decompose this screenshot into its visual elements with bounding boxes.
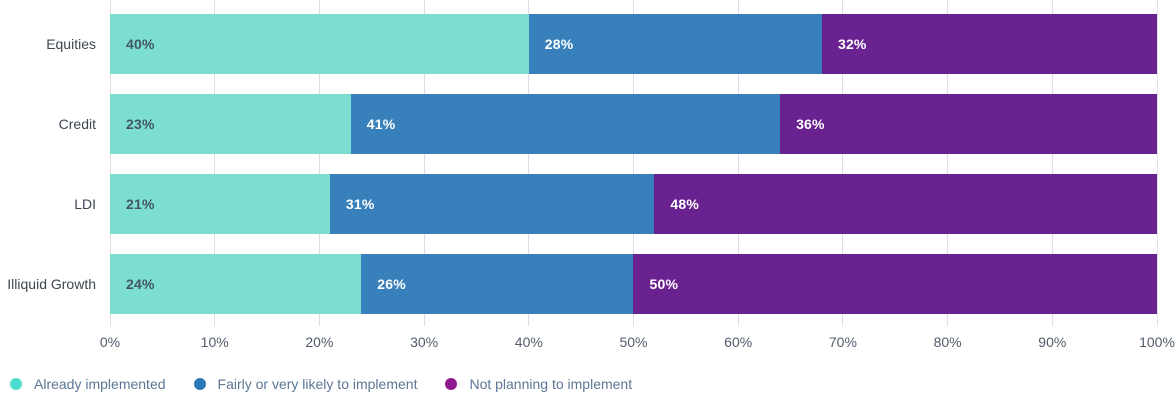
legend-item[interactable]: Not planning to implement xyxy=(445,376,632,392)
x-axis-tick-label: 50% xyxy=(619,334,648,350)
gridline xyxy=(109,0,111,326)
legend-marker-icon xyxy=(193,378,206,390)
stacked-bar: 23% 41% 36% xyxy=(110,94,1157,154)
bar-value-label: 23% xyxy=(126,116,155,132)
stacked-bar: 40% 28% 32% xyxy=(110,14,1157,74)
bar-segment: 24% xyxy=(110,254,362,314)
legend-marker-icon xyxy=(10,378,22,390)
bar-segment: 32% xyxy=(821,14,1157,74)
bar-value-label: 24% xyxy=(126,276,155,292)
x-axis-tick-label: 40% xyxy=(514,334,543,350)
legend-label: Fairly or very likely to implement xyxy=(217,376,418,392)
bar-value-label: 26% xyxy=(377,276,406,292)
x-axis-tick-label: 30% xyxy=(410,334,439,350)
bar-value-label: 50% xyxy=(649,276,679,292)
x-axis-tick-label: 60% xyxy=(724,334,753,350)
legend-item[interactable]: Fairly or very likely to implement xyxy=(193,376,418,392)
bar-value-label: 21% xyxy=(126,196,155,212)
category-label: Credit xyxy=(58,116,96,132)
bar-value-label: 31% xyxy=(345,196,375,212)
bar-segment: 36% xyxy=(780,94,1157,154)
category-label: Illiquid Growth xyxy=(7,276,96,292)
x-axis: 0% 10% 20% 30% 40% 50% 60% 70% 80% 90% 100% xyxy=(100,334,1175,352)
bar-rows: Equities 40% 28% 32% Credit 23% 41% 36% LDI 21% 31… xyxy=(7,0,1157,314)
bar-row: Equities 40% 28% 32% xyxy=(46,14,1157,74)
category-label: LDI xyxy=(74,196,96,212)
legend-marker-icon xyxy=(445,378,458,390)
legend-label: Already implemented xyxy=(34,376,166,392)
gridline xyxy=(318,0,320,326)
bar-value-label: 32% xyxy=(837,36,867,52)
bar-row: Illiquid Growth 24% 26% 50% xyxy=(7,254,1157,314)
x-axis-tick-label: 0% xyxy=(99,334,121,350)
gridline xyxy=(214,0,216,326)
bar-value-label: 36% xyxy=(796,116,825,132)
x-axis-tick-label: 100% xyxy=(1139,334,1175,350)
legend-label: Not planning to implement xyxy=(469,376,633,392)
gridlines xyxy=(109,0,1158,326)
legend-item[interactable]: Already implemented xyxy=(10,376,166,392)
gridline xyxy=(423,0,425,326)
x-axis-tick-label: 80% xyxy=(933,334,962,350)
legend: Already implemented Fairly or very likely… xyxy=(10,376,1176,392)
bar-value-label: 48% xyxy=(670,196,700,212)
x-axis-tick-label: 10% xyxy=(200,334,229,350)
gridline xyxy=(528,0,530,326)
gridline xyxy=(947,0,949,326)
bar-segment: 26% xyxy=(361,254,634,314)
gridline xyxy=(633,0,634,326)
bar-value-label: 28% xyxy=(544,36,574,52)
x-axis-tick-label: 90% xyxy=(1038,334,1067,350)
x-axis-tick-label: 70% xyxy=(828,334,857,350)
bar-segment: 23% xyxy=(110,94,351,154)
bar-segment: 28% xyxy=(528,14,822,74)
bar-segment: 21% xyxy=(110,174,330,234)
bar-segment: 31% xyxy=(329,174,655,234)
category-label: Equities xyxy=(46,36,96,52)
bar-row: Credit 23% 41% 36% xyxy=(59,94,1157,154)
gridline xyxy=(1156,0,1158,326)
bar-value-label: 41% xyxy=(366,116,396,132)
bar-segment: 48% xyxy=(654,174,1157,234)
gridline xyxy=(842,0,844,326)
bar-segment: 41% xyxy=(350,94,781,154)
bar-row: LDI 21% 31% 48% xyxy=(74,174,1157,234)
stacked-bar: 24% 26% 50% xyxy=(110,254,1157,314)
plot-area: Equities 40% 28% 32% Credit 23% 41% 36% LDI 21% 31… xyxy=(7,0,1158,326)
gridline xyxy=(737,0,739,326)
gridline xyxy=(1051,0,1053,326)
x-axis-tick-label: 20% xyxy=(305,334,334,350)
bar-segment: 40% xyxy=(110,14,529,74)
stacked-bar: 21% 31% 48% xyxy=(110,174,1157,234)
bar-value-label: 40% xyxy=(126,36,155,52)
bar-segment: 50% xyxy=(633,254,1157,314)
